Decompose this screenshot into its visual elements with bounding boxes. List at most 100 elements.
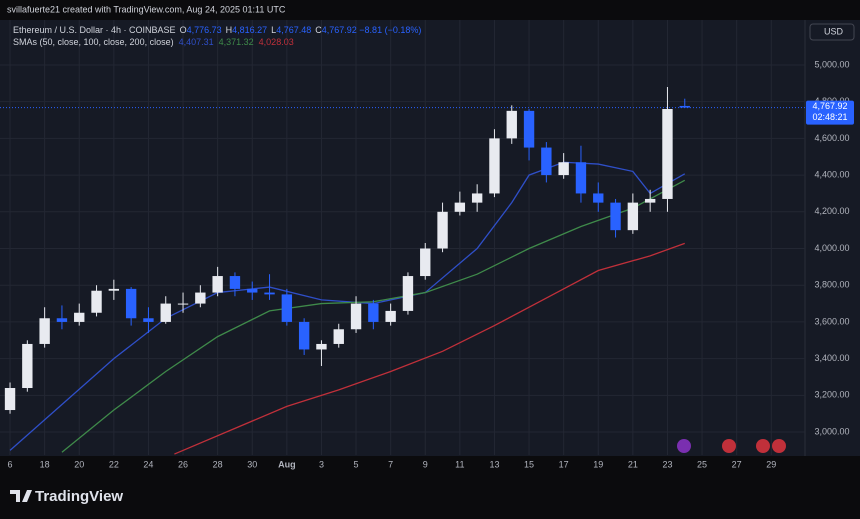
y-tick-label: 3,600.00: [814, 316, 849, 326]
x-tick-label: 7: [388, 459, 393, 469]
x-tick-label: 22: [109, 459, 119, 469]
x-tick-label: 20: [74, 459, 84, 469]
ohlc-letter: L: [271, 25, 276, 35]
candle-body: [350, 303, 362, 330]
ohlc-value: 4,776.73: [187, 25, 222, 35]
x-tick-label: 5: [354, 459, 359, 469]
candle-body: [195, 292, 206, 304]
event-icon[interactable]: [722, 439, 736, 453]
sma-values: 4,407.31 4,371.32 4,028.03: [179, 37, 294, 47]
price-box: [806, 100, 854, 125]
sma-line: [174, 242, 685, 455]
change: −8.81 (−0.18%): [359, 25, 421, 35]
ohlc: O4,776.73 H4,816.27 L4,767.48 C4,767.92: [180, 25, 357, 35]
sma-value: 4,028.03: [259, 37, 294, 47]
sma-value: 4,407.31: [179, 37, 214, 47]
event-icon[interactable]: [772, 439, 786, 453]
x-tick-label: 11: [455, 459, 464, 469]
candle-body: [177, 303, 189, 305]
candle-body: [558, 162, 569, 176]
candle-body: [437, 211, 448, 249]
x-tick-label: 13: [489, 459, 499, 469]
x-tick-label: Aug: [278, 459, 296, 469]
currency[interactable]: USD: [824, 26, 844, 36]
sma-value: 4,371.32: [219, 37, 254, 47]
event-icons: [677, 439, 786, 453]
currency-box[interactable]: [809, 23, 855, 41]
candle-body: [298, 321, 310, 350]
x-tick-label: 15: [524, 459, 534, 469]
logo-icon: [10, 490, 32, 502]
candle-body: [39, 318, 50, 344]
legend-line-1: Ethereum / U.S. Dollar · 4h · COINBASE O4…: [13, 25, 421, 35]
countdown: 02:48:21: [812, 112, 847, 122]
candle-body: [575, 162, 587, 194]
symbol: Ethereum / U.S. Dollar · 4h · COINBASE: [13, 25, 176, 35]
event-icon[interactable]: [756, 439, 770, 453]
x-tick-label: 3: [319, 459, 324, 469]
x-tick-label: 29: [766, 459, 776, 469]
candle-body: [264, 292, 275, 295]
candle-body: [22, 343, 33, 389]
y-tick-label: 4,400.00: [814, 169, 849, 179]
chart-panel: [0, 20, 860, 456]
y-tick-label: 3,800.00: [814, 280, 849, 290]
candle-body: [229, 276, 241, 289]
x-tick-label: 26: [178, 459, 188, 469]
x-tick-label: 21: [628, 459, 638, 469]
x-tick-label: 28: [213, 459, 223, 469]
y-tick-label: 4,600.00: [814, 133, 849, 143]
event-icon[interactable]: [677, 439, 691, 453]
x-tick-label: 9: [423, 459, 428, 469]
brand: TradingView: [35, 488, 123, 505]
x-tick-label: 19: [593, 459, 603, 469]
candle-body: [489, 138, 500, 194]
ohlc-value: 4,767.92: [322, 25, 357, 35]
candle-body: [108, 288, 120, 291]
y-tick-label: 3,000.00: [814, 426, 849, 436]
x-tick-label: 27: [732, 459, 742, 469]
legend-line-2: SMAs (50, close, 100, close, 200, close)…: [13, 37, 294, 47]
candle-body: [247, 288, 258, 293]
candle-body: [56, 318, 68, 322]
candle-body: [471, 193, 483, 203]
x-tick-label: 6: [8, 459, 13, 469]
candle-body: [281, 294, 293, 322]
candle-body: [593, 193, 604, 203]
candle-body: [610, 202, 621, 231]
candle-body: [143, 318, 154, 322]
x-tick-label: 25: [697, 459, 707, 469]
candle-body: [368, 303, 379, 322]
ohlc-value: 4,816.27: [232, 25, 267, 35]
candle-body: [333, 329, 344, 344]
brand-logo: TradingView: [10, 488, 123, 505]
candle-body: [4, 388, 16, 411]
candle-body: [91, 290, 102, 313]
candle-body: [385, 310, 396, 322]
ohlc-value: 4,767.48: [276, 25, 311, 35]
candle-body: [454, 202, 466, 212]
ohlc-letter: H: [226, 25, 233, 35]
candle-body: [506, 110, 517, 139]
plot: [0, 20, 805, 455]
candle-body: [212, 276, 223, 293]
x-tick-label: 24: [143, 459, 153, 469]
y-tick-label: 3,400.00: [814, 353, 849, 363]
candle-body: [541, 147, 552, 176]
price-label: 4,767.92: [812, 101, 847, 111]
ohlc-letter: O: [180, 25, 187, 35]
candle-body: [125, 288, 137, 319]
candle-body: [644, 198, 656, 203]
candle-body: [523, 110, 535, 148]
candle-body: [74, 312, 85, 322]
candle-body: [160, 303, 171, 322]
credit: svillafuerte21 created with TradingView.…: [7, 4, 286, 14]
y-tick-label: 4,000.00: [814, 243, 849, 253]
x-tick-label: 23: [662, 459, 672, 469]
candle-body: [627, 202, 639, 231]
y-tick-label: 4,200.00: [814, 206, 849, 216]
candle-body: [679, 105, 690, 108]
x-tick-label: 18: [40, 459, 50, 469]
y-tick-label: 5,000.00: [814, 59, 849, 69]
